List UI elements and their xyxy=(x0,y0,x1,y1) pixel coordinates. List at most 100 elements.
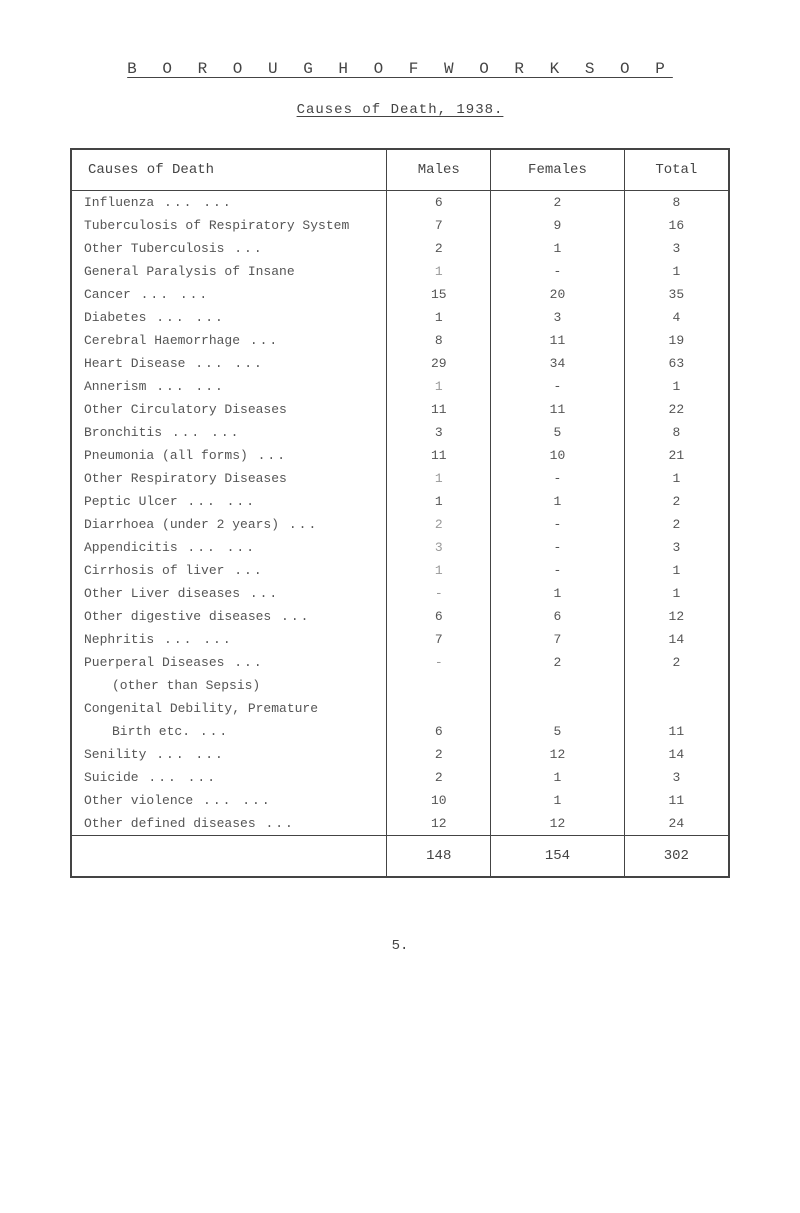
males-cell: 15 xyxy=(387,283,491,306)
cause-cell: Other violence ... ... xyxy=(71,789,387,812)
total-cell: 3 xyxy=(624,237,729,260)
total-cell: 21 xyxy=(624,444,729,467)
table-row: General Paralysis of Insane1-1 xyxy=(71,260,729,283)
cause-cell: Other defined diseases ... xyxy=(71,812,387,836)
males-cell: 6 xyxy=(387,191,491,215)
cause-cell: Other digestive diseases ... xyxy=(71,605,387,628)
table-row: Other defined diseases ...121224 xyxy=(71,812,729,836)
females-cell: 11 xyxy=(491,329,624,352)
females-cell: - xyxy=(491,536,624,559)
cause-cell: Other Liver diseases ... xyxy=(71,582,387,605)
total-cell: 2 xyxy=(624,513,729,536)
cause-cell: General Paralysis of Insane xyxy=(71,260,387,283)
males-cell: 10 xyxy=(387,789,491,812)
table-header-row: Causes of Death Males Females Total xyxy=(71,149,729,191)
causes-subtitle: Causes of Death, 1938. xyxy=(70,102,730,118)
total-cell: 22 xyxy=(624,398,729,421)
males-cell: 6 xyxy=(387,720,491,743)
cause-cell: Cerebral Haemorrhage ... xyxy=(71,329,387,352)
cause-cell: Puerperal Diseases ... xyxy=(71,651,387,674)
total-cell: 1 xyxy=(624,375,729,398)
cause-cell: Heart Disease ... ... xyxy=(71,352,387,375)
table-row: Cancer ... ...152035 xyxy=(71,283,729,306)
cause-cell: Cancer ... ... xyxy=(71,283,387,306)
cause-cell: Tuberculosis of Respiratory System xyxy=(71,214,387,237)
females-cell: 20 xyxy=(491,283,624,306)
total-label xyxy=(71,836,387,878)
total-cell: 14 xyxy=(624,743,729,766)
total-cell: 12 xyxy=(624,605,729,628)
total-cell xyxy=(624,697,729,720)
males-cell: 1 xyxy=(387,559,491,582)
males-cell: 2 xyxy=(387,513,491,536)
males-cell: 6 xyxy=(387,605,491,628)
cause-cell: Other Respiratory Diseases xyxy=(71,467,387,490)
table-row: Cirrhosis of liver ...1-1 xyxy=(71,559,729,582)
females-cell: 7 xyxy=(491,628,624,651)
total-females: 154 xyxy=(491,836,624,878)
total-cell: 8 xyxy=(624,191,729,215)
cause-cell: Bronchitis ... ... xyxy=(71,421,387,444)
females-cell: 6 xyxy=(491,605,624,628)
table-row: Other violence ... ...10111 xyxy=(71,789,729,812)
table-row: Influenza ... ...628 xyxy=(71,191,729,215)
females-cell: 12 xyxy=(491,812,624,836)
total-cell: 3 xyxy=(624,536,729,559)
col-causes: Causes of Death xyxy=(71,149,387,191)
total-cell: 16 xyxy=(624,214,729,237)
cause-cell: Birth etc. ... xyxy=(71,720,387,743)
males-cell xyxy=(387,674,491,697)
total-cell: 2 xyxy=(624,490,729,513)
females-cell xyxy=(491,674,624,697)
females-cell: - xyxy=(491,559,624,582)
table-row: Other Liver diseases ...-11 xyxy=(71,582,729,605)
females-cell: 3 xyxy=(491,306,624,329)
males-cell: 11 xyxy=(387,398,491,421)
females-cell: 1 xyxy=(491,237,624,260)
males-cell: 1 xyxy=(387,467,491,490)
total-cell: 1 xyxy=(624,260,729,283)
total-cell: 11 xyxy=(624,720,729,743)
females-cell: - xyxy=(491,260,624,283)
total-cell xyxy=(624,674,729,697)
females-cell: 1 xyxy=(491,490,624,513)
total-cell: 2 xyxy=(624,651,729,674)
males-cell: 2 xyxy=(387,237,491,260)
males-cell: 2 xyxy=(387,766,491,789)
males-cell: - xyxy=(387,582,491,605)
females-cell: 2 xyxy=(491,191,624,215)
table-row: Other Circulatory Diseases111122 xyxy=(71,398,729,421)
males-cell: 29 xyxy=(387,352,491,375)
cause-cell: (other than Sepsis) xyxy=(71,674,387,697)
females-cell: 1 xyxy=(491,766,624,789)
page-number: 5. xyxy=(70,938,730,954)
table-row: Puerperal Diseases ...-22 xyxy=(71,651,729,674)
table-row: Pneumonia (all forms) ...111021 xyxy=(71,444,729,467)
table-row: Tuberculosis of Respiratory System7916 xyxy=(71,214,729,237)
cause-cell: Pneumonia (all forms) ... xyxy=(71,444,387,467)
table-row: Other Respiratory Diseases1-1 xyxy=(71,467,729,490)
table-row: Diabetes ... ...134 xyxy=(71,306,729,329)
total-cell: 63 xyxy=(624,352,729,375)
cause-cell: Peptic Ulcer ... ... xyxy=(71,490,387,513)
total-cell: 4 xyxy=(624,306,729,329)
table-row: Suicide ... ...213 xyxy=(71,766,729,789)
females-cell: 2 xyxy=(491,651,624,674)
cause-cell: Nephritis ... ... xyxy=(71,628,387,651)
col-males: Males xyxy=(387,149,491,191)
females-cell: 12 xyxy=(491,743,624,766)
females-cell: 10 xyxy=(491,444,624,467)
total-cell: 8 xyxy=(624,421,729,444)
total-cell: 3 xyxy=(624,766,729,789)
table-row: Other digestive diseases ...6612 xyxy=(71,605,729,628)
cause-cell: Annerism ... ... xyxy=(71,375,387,398)
total-cell: 11 xyxy=(624,789,729,812)
cause-cell: Other Circulatory Diseases xyxy=(71,398,387,421)
cause-cell: Appendicitis ... ... xyxy=(71,536,387,559)
table-row: Diarrhoea (under 2 years) ...2-2 xyxy=(71,513,729,536)
males-cell: 7 xyxy=(387,214,491,237)
table-total-row: 148 154 302 xyxy=(71,836,729,878)
table-row: Appendicitis ... ...3-3 xyxy=(71,536,729,559)
cause-cell: Suicide ... ... xyxy=(71,766,387,789)
males-cell: 3 xyxy=(387,536,491,559)
